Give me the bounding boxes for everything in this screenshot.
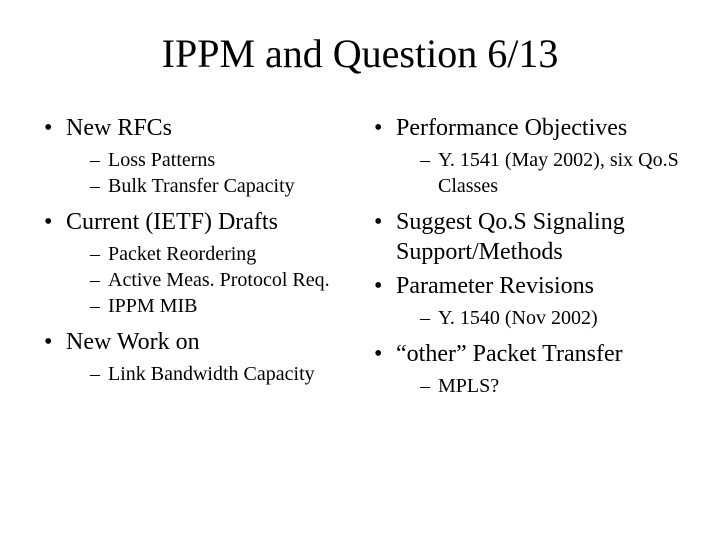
sub-list: Loss Patterns Bulk Transfer Capacity xyxy=(66,147,350,199)
sub-list: Link Bandwidth Capacity xyxy=(66,361,350,387)
left-list: New RFCs Loss Patterns Bulk Transfer Cap… xyxy=(40,113,350,387)
right-list: Performance Objectives Y. 1541 (May 2002… xyxy=(370,113,680,399)
sub-list: Packet Reordering Active Meas. Protocol … xyxy=(66,241,350,319)
item-label: “other” Packet Transfer xyxy=(396,341,623,367)
left-column: New RFCs Loss Patterns Bulk Transfer Cap… xyxy=(40,113,350,407)
list-item: Parameter Revisions Y. 1540 (Nov 2002) xyxy=(370,271,680,331)
item-label: Performance Objectives xyxy=(396,115,627,141)
sub-list: MPLS? xyxy=(396,373,680,399)
columns: New RFCs Loss Patterns Bulk Transfer Cap… xyxy=(40,113,680,407)
slide: IPPM and Question 6/13 New RFCs Loss Pat… xyxy=(0,0,720,540)
list-item: New Work on Link Bandwidth Capacity xyxy=(40,327,350,387)
sub-list: Y. 1541 (May 2002), six Qo.S Classes xyxy=(396,147,680,199)
sub-item: Y. 1540 (Nov 2002) xyxy=(420,305,680,331)
item-label: New RFCs xyxy=(66,115,172,141)
list-item: Suggest Qo.S Signaling Support/Methods xyxy=(370,207,680,267)
item-label: New Work on xyxy=(66,329,200,355)
sub-item: Loss Patterns xyxy=(90,147,350,173)
item-label: Suggest Qo.S Signaling Support/Methods xyxy=(396,209,625,265)
right-column: Performance Objectives Y. 1541 (May 2002… xyxy=(370,113,680,407)
sub-item: Bulk Transfer Capacity xyxy=(90,173,350,199)
sub-item: MPLS? xyxy=(420,373,680,399)
sub-item: IPPM MIB xyxy=(90,293,350,319)
sub-list: Y. 1540 (Nov 2002) xyxy=(396,305,680,331)
item-label: Current (IETF) Drafts xyxy=(66,209,278,235)
sub-item: Packet Reordering xyxy=(90,241,350,267)
sub-item: Active Meas. Protocol Req. xyxy=(90,267,350,293)
sub-item: Link Bandwidth Capacity xyxy=(90,361,350,387)
list-item: New RFCs Loss Patterns Bulk Transfer Cap… xyxy=(40,113,350,199)
list-item: “other” Packet Transfer MPLS? xyxy=(370,339,680,399)
sub-item: Y. 1541 (May 2002), six Qo.S Classes xyxy=(420,147,680,199)
list-item: Current (IETF) Drafts Packet Reordering … xyxy=(40,207,350,319)
list-item: Performance Objectives Y. 1541 (May 2002… xyxy=(370,113,680,199)
item-label: Parameter Revisions xyxy=(396,273,594,299)
slide-title: IPPM and Question 6/13 xyxy=(40,30,680,77)
